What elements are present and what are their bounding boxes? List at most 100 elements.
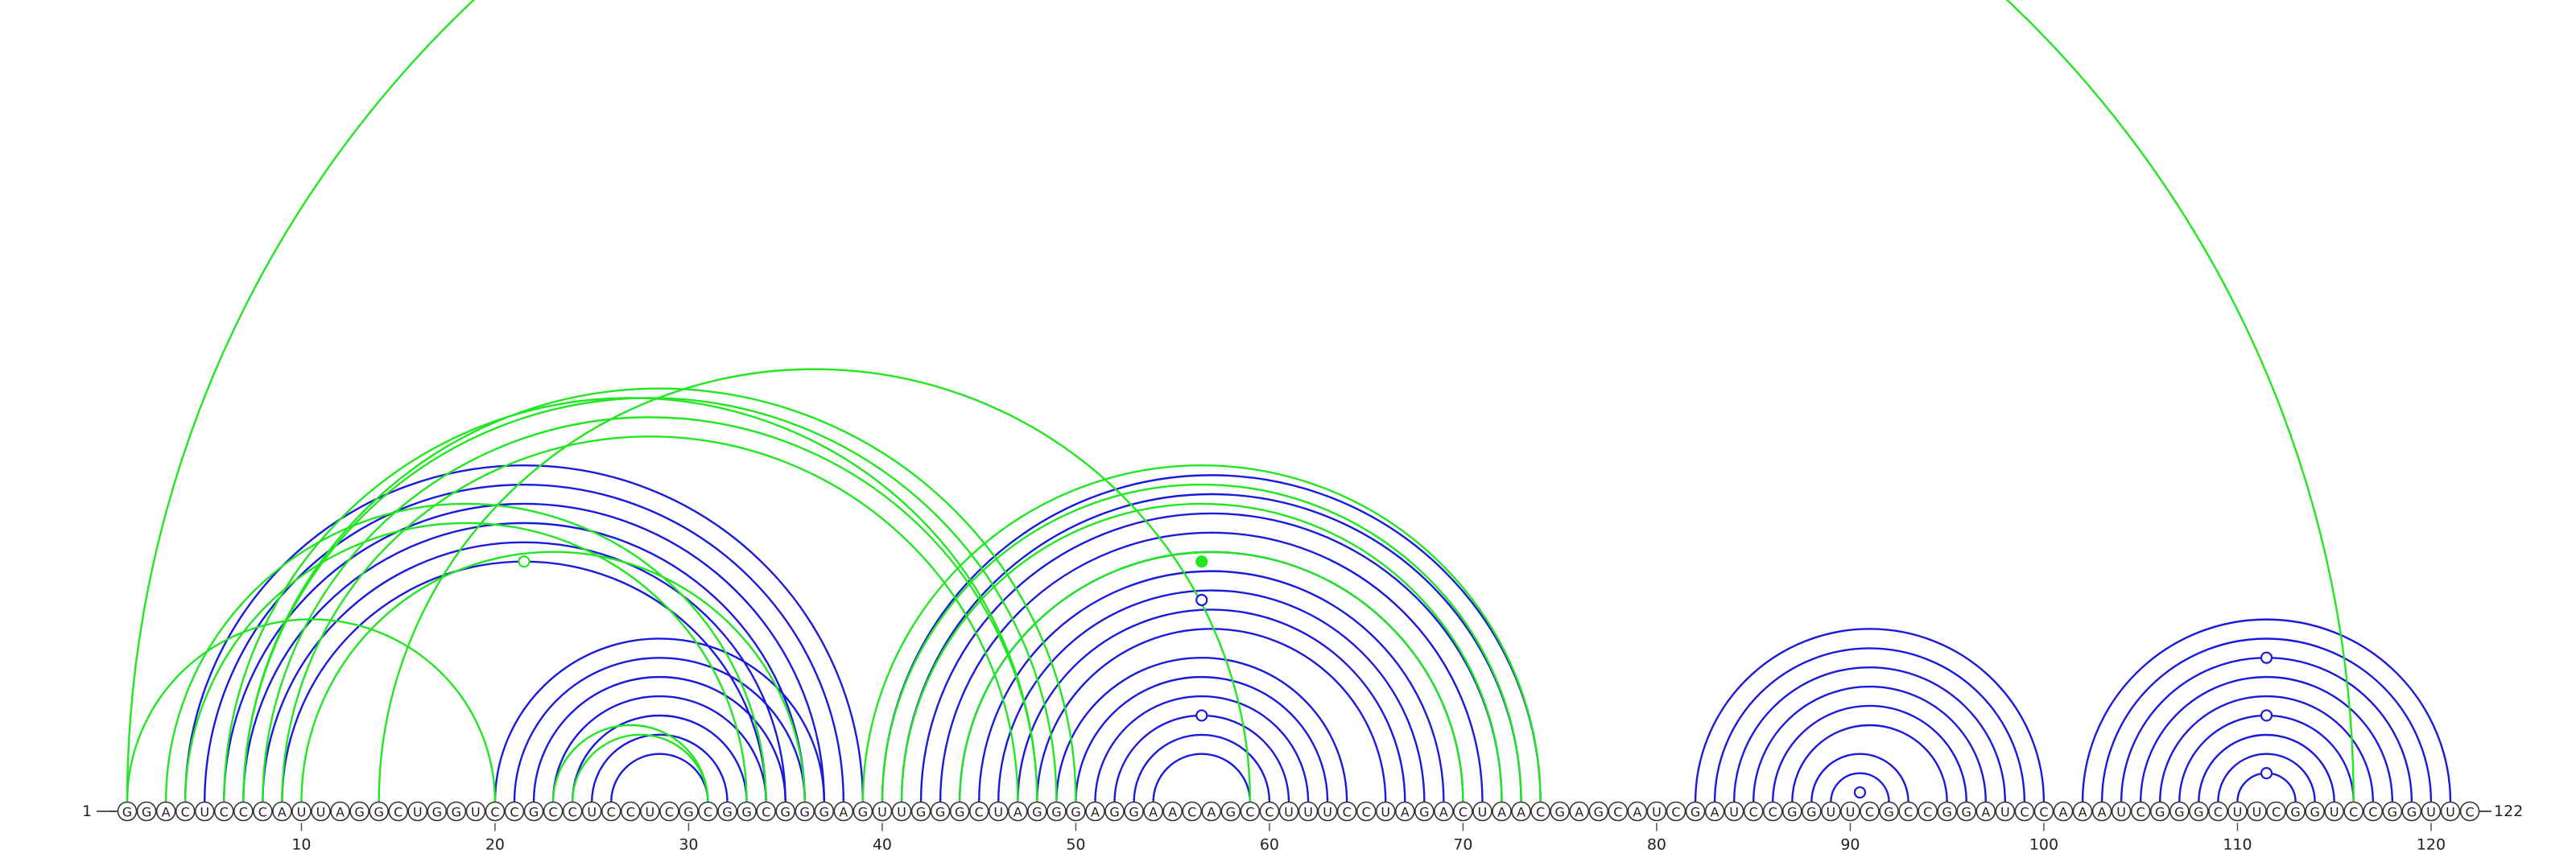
nucleotide-circle [2324,801,2344,822]
nucleotide-letter: U [413,805,423,820]
base-pair-arc-green [300,551,806,802]
nucleotide: G [1782,801,1802,822]
nucleotide-circle [910,801,931,822]
nucleotide-circle [2305,801,2325,822]
nucleotide: U [465,801,486,822]
nucleotide-letter: G [1032,805,1042,820]
nucleotide-circle [407,801,428,822]
nucleotide-letter: U [587,805,597,820]
nucleotide: G [427,801,448,822]
nucleotide: G [1414,801,1435,822]
base-pair-arc-blue [513,657,806,802]
base-pair-arc-green [281,435,1019,802]
nucleotide-circle [2053,801,2074,822]
nucleotide-letter: C [1343,805,1352,820]
nucleotide: C [2130,801,2151,822]
axis-tick-label: 50 [1066,836,1085,854]
nucleotide-circle [1511,801,1531,822]
nucleotide-circle [640,801,660,822]
nucleotide: A [272,801,292,822]
arc-marker-blue [2260,709,2273,722]
nucleotide-circle [1375,801,1396,822]
nucleotide: G [1685,801,1706,822]
axis-tick-label: 40 [873,836,892,854]
nucleotide: C [1762,801,1783,822]
nucleotide-circle [930,801,951,822]
nucleotide-letter: C [510,805,518,820]
nucleotide: G [1027,801,1047,822]
nucleotide-circle [1414,801,1435,822]
base-pair-arc-blue [1133,733,1271,802]
nucleotide-circle [2285,801,2306,822]
nucleotide-circle [253,801,273,822]
base-pair-arc-blue [2198,733,2335,802]
nucleotide-circle [194,801,215,822]
nucleotide-letter: G [354,805,364,820]
nucleotide: U [1375,801,1396,822]
nucleotide-circle [620,801,641,822]
nucleotide-circle [213,801,234,822]
nucleotide-circle [446,801,467,822]
nucleotide: U [2324,801,2344,822]
nucleotide-circle [581,801,602,822]
nucleotide: U [640,801,660,822]
nucleotide-letter: C [2214,805,2223,820]
nucleotide-circle [1336,801,1357,822]
nucleotide-letter: G [1071,805,1080,820]
nucleotide-letter: U [471,805,481,820]
nucleotide: U [2440,801,2461,822]
nucleotide-circle [2227,801,2248,822]
base-pair-arc-blue [1732,666,2007,802]
nucleotide: A [2091,801,2112,822]
base-pair-arc-blue [1713,647,2026,802]
nucleotide-circle [1066,801,1086,822]
nucleotide: C [659,801,679,822]
nucleotide-circle [1975,801,1996,822]
nucleotide-letter: A [1497,805,1506,820]
nucleotide-circle [1762,801,1783,822]
nucleotide: U [581,801,602,822]
arc-marker-green [518,555,530,568]
nucleotide-circle [1588,801,1609,822]
arc-marker-blue [1853,786,1867,799]
nucleotide-letter: A [1439,805,1448,820]
nucleotide: A [2072,801,2093,822]
nucleotide-letter: A [162,805,171,820]
base-pair-arc-blue [881,473,1542,802]
nucleotide-letter: A [1981,805,1990,820]
nucleotide-circle [2459,801,2480,822]
nucleotide: G [679,801,699,822]
base-pair-arc-blue [978,570,1445,802]
nucleotide-letter: C [2136,805,2145,820]
base-pair-arc-blue [242,522,806,802]
nucleotide: G [2401,801,2422,822]
nucleotide-letter: A [2098,805,2107,820]
nucleotide-circle [2401,801,2422,822]
markers-layer [518,555,2273,799]
nucleotide: G [1104,801,1125,822]
nucleotide-circle [2266,801,2286,822]
axis-tick-label: 120 [2417,836,2446,854]
nucleotide-circle [2130,801,2151,822]
base-pair-arc-blue [551,695,767,802]
nucleotide-letter: G [858,805,868,820]
nucleotide: C [2363,801,2384,822]
nucleotide-letter: G [819,805,829,820]
nucleotide-letter: U [1478,805,1488,820]
base-pair-arc-green [551,724,709,802]
nucleotide-letter: G [1226,805,1236,820]
base-pair-arc-blue [1113,714,1290,802]
nucleotide-letter: G [432,805,442,820]
nucleotide: C [1259,801,1280,822]
nucleotide-letter: U [1381,805,1390,820]
nucleotide-letter: G [1109,805,1119,820]
nucleotide-letter: G [142,805,151,820]
nucleotide: U [194,801,215,822]
nucleotide: C [2208,801,2228,822]
nucleotide: C [543,801,564,822]
nucleotide-letter: G [2388,805,2397,820]
nucleotide-circle [1724,801,1744,822]
nucleotide-circle [2189,801,2209,822]
nucleotide-circle [136,801,157,822]
nucleotide-letter: G [955,805,964,820]
